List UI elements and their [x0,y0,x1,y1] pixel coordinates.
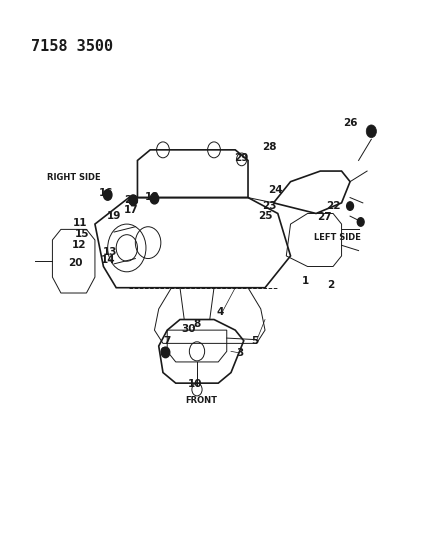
Text: 6: 6 [159,348,166,358]
Text: RIGHT SIDE: RIGHT SIDE [47,173,101,182]
Text: 11: 11 [73,218,87,228]
Text: 1: 1 [302,276,309,286]
Circle shape [347,202,354,211]
Text: 13: 13 [103,247,117,257]
Text: FRONT: FRONT [185,396,217,405]
Text: 15: 15 [75,229,89,239]
Text: 28: 28 [262,142,276,152]
Text: 5: 5 [251,336,258,346]
Text: 7: 7 [163,336,171,346]
Text: 22: 22 [326,200,340,211]
Circle shape [104,190,112,200]
Text: 18: 18 [145,191,160,201]
Text: 10: 10 [187,379,202,389]
Text: 14: 14 [101,255,116,265]
Text: 17: 17 [124,205,138,215]
Text: 26: 26 [343,118,357,128]
Text: LEFT SIDE: LEFT SIDE [314,233,361,242]
Text: 27: 27 [317,212,332,222]
Text: 2: 2 [327,280,335,290]
Text: 30: 30 [181,324,196,334]
Circle shape [357,217,364,226]
Text: 8: 8 [193,319,201,329]
Text: 23: 23 [262,200,276,211]
Text: 20: 20 [68,258,83,268]
Text: 25: 25 [258,211,272,221]
Text: 21: 21 [124,195,138,205]
Circle shape [129,195,137,206]
Text: 4: 4 [217,306,224,317]
Text: 24: 24 [268,184,283,195]
Text: 7158 3500: 7158 3500 [31,38,113,53]
Circle shape [161,347,170,358]
Text: 12: 12 [71,240,86,251]
Circle shape [366,125,377,138]
Text: 3: 3 [236,349,243,359]
Circle shape [150,193,159,204]
Text: 29: 29 [235,153,249,163]
Text: 19: 19 [107,211,121,221]
Text: 16: 16 [98,188,113,198]
